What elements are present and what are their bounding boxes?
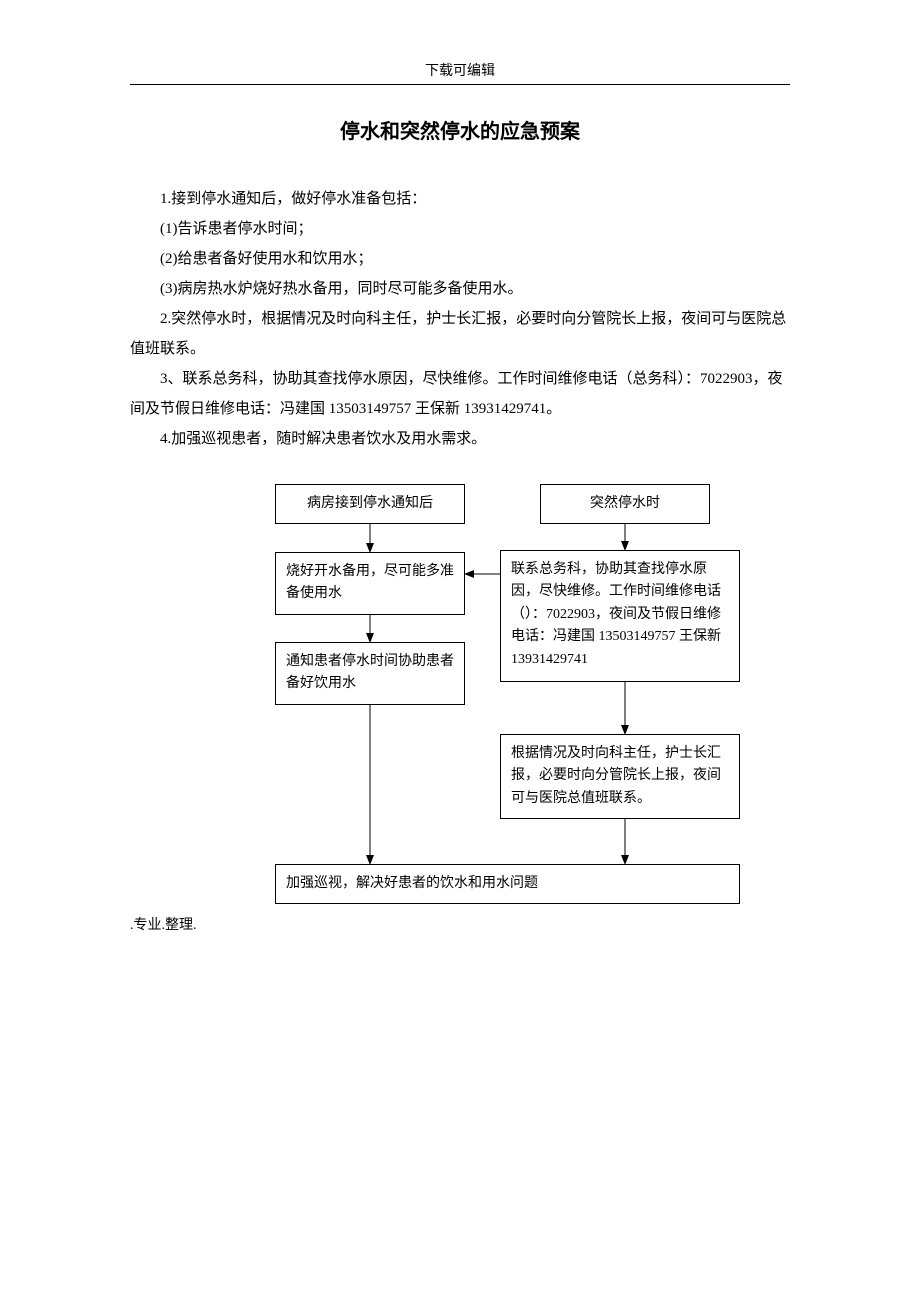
body-text: 1.接到停水通知后，做好停水准备包括： (1)告诉患者停水时间； (2)给患者备… <box>130 184 790 454</box>
flow-box-bottom: 加强巡视，解决好患者的饮水和用水问题 <box>275 864 740 904</box>
flow-box-right-top: 突然停水时 <box>540 484 710 524</box>
flow-box-right-bot: 根据情况及时向科主任，护士长汇报，必要时向分管院长上报，夜间可与医院总值班联系。 <box>500 734 740 819</box>
header-note: 下载可编辑 <box>130 60 790 85</box>
flow-box-right-mid: 联系总务科，协助其查找停水原因，尽快维修。工作时间维修电话（）：7022903，… <box>500 550 740 682</box>
para-1b: (2)给患者备好使用水和饮用水； <box>130 244 790 274</box>
footer-note: .专业.整理. <box>130 914 197 934</box>
para-1a: (1)告诉患者停水时间； <box>130 214 790 244</box>
document-page: 下载可编辑 停水和突然停水的应急预案 1.接到停水通知后，做好停水准备包括： (… <box>0 0 920 964</box>
para-2: 2.突然停水时，根据情况及时向科主任，护士长汇报，必要时向分管院长上报，夜间可与… <box>130 304 790 364</box>
flow-box-left-mid: 烧好开水备用，尽可能多准备使用水 <box>275 552 465 615</box>
para-1: 1.接到停水通知后，做好停水准备包括： <box>130 184 790 214</box>
para-3: 3、联系总务科，协助其查找停水原因，尽快维修。工作时间维修电话（总务科）：702… <box>130 364 790 424</box>
flow-box-left-top: 病房接到停水通知后 <box>275 484 465 524</box>
flowchart: 病房接到停水通知后 烧好开水备用，尽可能多准备使用水 通知患者停水时间协助患者备… <box>180 484 740 924</box>
para-4: 4.加强巡视患者，随时解决患者饮水及用水需求。 <box>130 424 790 454</box>
flow-box-left-bot: 通知患者停水时间协助患者备好饮用水 <box>275 642 465 705</box>
para-1c: (3)病房热水炉烧好热水备用，同时尽可能多备使用水。 <box>130 274 790 304</box>
document-title: 停水和突然停水的应急预案 <box>130 115 790 144</box>
